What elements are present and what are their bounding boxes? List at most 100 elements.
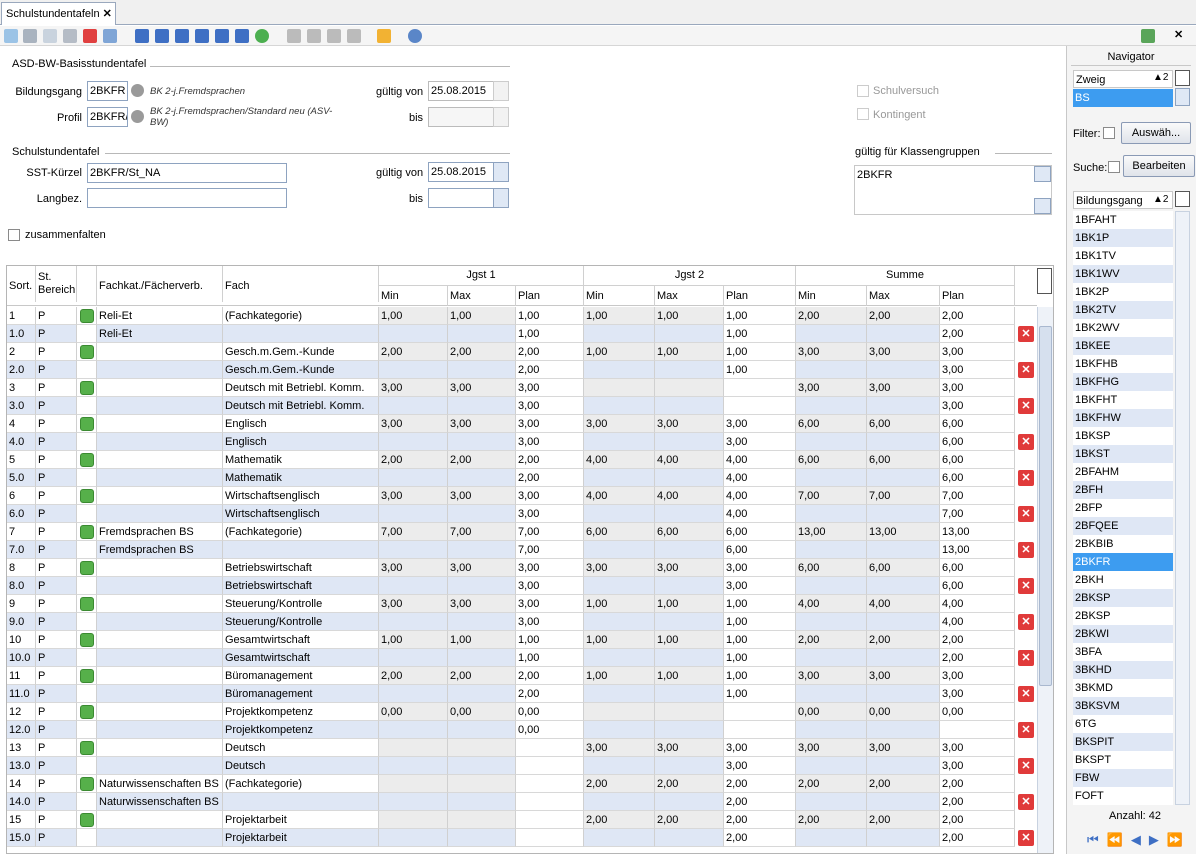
input[interactable]: 2BKFR/St_NA — [87, 163, 287, 183]
tool-next[interactable] — [195, 29, 209, 43]
table-row[interactable]: 14.0PNaturwissenschaften BS2,002,00✕ — [7, 793, 1037, 811]
checkbox[interactable] — [857, 108, 869, 120]
input[interactable] — [428, 188, 494, 208]
list-item[interactable]: 1BKFHG — [1073, 373, 1173, 391]
tool-open[interactable] — [377, 29, 391, 43]
add-button[interactable] — [80, 597, 94, 611]
delete-button[interactable]: ✕ — [1018, 794, 1034, 810]
list-item[interactable]: 2BKBIB — [1073, 535, 1173, 553]
tool-new[interactable] — [4, 29, 18, 43]
list-item[interactable]: 2BKH — [1073, 571, 1173, 589]
delete-button[interactable]: ✕ — [1018, 758, 1034, 774]
table-row[interactable]: 6.0PWirtschaftsenglisch3,004,007,00✕ — [7, 505, 1037, 523]
scrollbar[interactable] — [1175, 211, 1190, 805]
delete-button[interactable]: ✕ — [1018, 398, 1034, 414]
add-button[interactable] — [80, 777, 94, 791]
tool-delete[interactable] — [83, 29, 97, 43]
tool-help[interactable] — [408, 29, 422, 43]
table-row[interactable]: 5PMathematik2,002,002,004,004,004,006,00… — [7, 451, 1037, 469]
checkbox[interactable] — [1108, 161, 1120, 173]
list-item[interactable]: 2BKFR — [857, 169, 892, 181]
list-item[interactable]: 1BK2TV — [1073, 301, 1173, 319]
tab[interactable]: Schulstundentafeln ✕ — [1, 2, 116, 25]
table-row[interactable]: 13.0PDeutsch3,003,00✕ — [7, 757, 1037, 775]
delete-button[interactable]: ✕ — [1018, 686, 1034, 702]
list-item[interactable]: FBW — [1073, 769, 1173, 787]
scroll-down[interactable] — [1034, 198, 1051, 214]
list-item[interactable]: 1BK1TV — [1073, 247, 1173, 265]
selected-item[interactable]: BS — [1073, 89, 1173, 107]
table-row[interactable]: 4PEnglisch3,003,003,003,003,003,006,006,… — [7, 415, 1037, 433]
add-button[interactable] — [80, 309, 94, 323]
list-item[interactable]: 2BFH — [1073, 481, 1173, 499]
table-row[interactable]: 14PNaturwissenschaften BS(Fachkategorie)… — [7, 775, 1037, 793]
list-item[interactable]: 1BFAHT — [1073, 211, 1173, 229]
scroll[interactable] — [1175, 88, 1190, 106]
tool-prev[interactable] — [175, 29, 189, 43]
add-button[interactable] — [80, 561, 94, 575]
checkbox[interactable] — [8, 229, 20, 241]
tool-refresh[interactable] — [255, 29, 269, 43]
table-row[interactable]: 4.0PEnglisch3,003,006,00✕ — [7, 433, 1037, 451]
add-button[interactable] — [80, 741, 94, 755]
tool-copy2[interactable] — [327, 29, 341, 43]
list-item[interactable]: 1BK1P — [1073, 229, 1173, 247]
table-row[interactable]: 13PDeutsch3,003,003,003,003,003,00 — [7, 739, 1037, 757]
table-row[interactable]: 1PReli-Et(Fachkategorie)1,001,001,001,00… — [7, 307, 1037, 325]
tool-back[interactable] — [287, 29, 301, 43]
list-item[interactable]: 2BKSP — [1073, 607, 1173, 625]
delete-button[interactable]: ✕ — [1018, 722, 1034, 738]
table-row[interactable]: 9.0PSteuerung/Kontrolle3,001,004,00✕ — [7, 613, 1037, 631]
table-row[interactable]: 3.0PDeutsch mit Betriebl. Komm.3,003,00✕ — [7, 397, 1037, 415]
add-button[interactable] — [80, 705, 94, 719]
add-button[interactable] — [80, 633, 94, 647]
input[interactable] — [87, 188, 287, 208]
table-row[interactable]: 1.0PReli-Et1,001,002,00✕ — [7, 325, 1037, 343]
close-panel[interactable]: ✕ — [1174, 28, 1183, 41]
table-row[interactable]: 11PBüromanagement2,002,002,001,001,001,0… — [7, 667, 1037, 685]
list-item[interactable]: 1BK1WV — [1073, 265, 1173, 283]
dropdown[interactable] — [493, 162, 509, 182]
add-button[interactable] — [80, 525, 94, 539]
list-item[interactable]: 6TG — [1073, 715, 1173, 733]
button[interactable]: Auswäh... — [1121, 122, 1191, 144]
list-item[interactable]: 3BKMD — [1073, 679, 1173, 697]
column-menu[interactable] — [1175, 70, 1190, 86]
list-item[interactable]: 2BFP — [1073, 499, 1173, 517]
list-item[interactable]: 2BKWI — [1073, 625, 1173, 643]
tool-prev-page[interactable] — [155, 29, 169, 43]
input[interactable] — [428, 107, 494, 127]
scroll-thumb[interactable] — [1039, 326, 1052, 686]
delete-button[interactable]: ✕ — [1018, 470, 1034, 486]
add-button[interactable] — [80, 345, 94, 359]
table-row[interactable]: 6PWirtschaftsenglisch3,003,003,004,004,0… — [7, 487, 1037, 505]
table-row[interactable]: 8.0PBetriebswirtschaft3,003,006,00✕ — [7, 577, 1037, 595]
table-row[interactable]: 2PGesch.m.Gem.-Kunde2,002,002,001,001,00… — [7, 343, 1037, 361]
delete-button[interactable]: ✕ — [1018, 614, 1034, 630]
delete-button[interactable]: ✕ — [1018, 542, 1034, 558]
add-button[interactable] — [80, 669, 94, 683]
button[interactable]: Bearbeiten — [1123, 155, 1195, 177]
table-row[interactable]: 11.0PBüromanagement2,001,003,00✕ — [7, 685, 1037, 703]
table-row[interactable]: 10.0PGesamtwirtschaft1,001,002,00✕ — [7, 649, 1037, 667]
delete-button[interactable]: ✕ — [1018, 362, 1034, 378]
list-item[interactable]: 1BK2P — [1073, 283, 1173, 301]
tool-copy[interactable] — [43, 29, 57, 43]
close[interactable]: ✕ — [103, 8, 112, 20]
list-item[interactable]: 1BKFHB — [1073, 355, 1173, 373]
table-row[interactable]: 10PGesamtwirtschaft1,001,001,001,001,001… — [7, 631, 1037, 649]
column-menu[interactable] — [1037, 268, 1052, 294]
list-item[interactable]: 2BKFR — [1073, 553, 1173, 571]
table-row[interactable]: 15PProjektarbeit2,002,002,002,002,002,00 — [7, 811, 1037, 829]
scroll-up[interactable] — [1034, 166, 1051, 182]
list-item[interactable]: 1BKSP — [1073, 427, 1173, 445]
input[interactable]: 2BKFR — [87, 81, 128, 101]
table-row[interactable]: 7PFremdsprachen BS(Fachkategorie)7,007,0… — [7, 523, 1037, 541]
column-menu[interactable] — [1175, 191, 1190, 207]
list-item[interactable]: FOFT — [1073, 787, 1173, 805]
list-item[interactable]: 3BKSVM — [1073, 697, 1173, 715]
list-item[interactable]: 1BK2WV — [1073, 319, 1173, 337]
list-item[interactable]: 2BFAHM — [1073, 463, 1173, 481]
add-button[interactable] — [80, 417, 94, 431]
tool-paste[interactable] — [347, 29, 361, 43]
